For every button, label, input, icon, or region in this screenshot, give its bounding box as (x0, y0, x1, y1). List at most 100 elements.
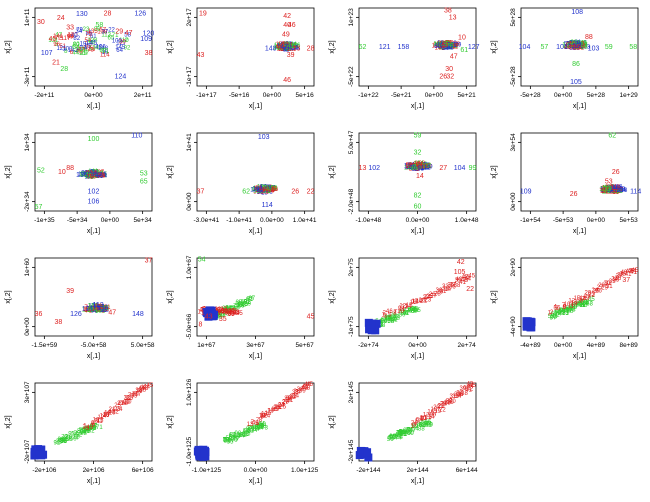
scatter-point: 113 (601, 188, 611, 194)
scatter-point: 148 (610, 185, 621, 191)
scatter-point: 26 (595, 288, 602, 294)
scatter-point: 32 (281, 47, 288, 53)
scatter-point: 47 (601, 189, 608, 195)
y-tick-label: 1e+23 (348, 8, 355, 27)
point-label: 8 (199, 321, 203, 328)
scatter-point: 13 (261, 412, 268, 418)
scatter-point: 64 (116, 48, 123, 54)
scatter-point: 128 (617, 188, 628, 194)
scatter-point: 93 (68, 431, 75, 437)
scatter-point: 5 (91, 170, 95, 176)
scatter-point: 129 (451, 43, 462, 49)
scatter-point: 32 (452, 394, 459, 400)
scatter-point: 63 (85, 426, 92, 432)
y-axis-label: x[,2] (167, 290, 174, 303)
scatter-point: 135 (88, 29, 99, 35)
scatter-point: 109 (267, 186, 278, 192)
scatter-point: 79 (600, 188, 607, 194)
scatter-point: 74 (251, 428, 258, 434)
scatter-point: 95 (101, 308, 108, 314)
scatter-point: 60 (420, 423, 427, 429)
point-label: 14 (416, 173, 424, 180)
scatter-point: 132 (446, 43, 457, 49)
scatter-point: 63 (419, 423, 426, 429)
scatter-point: 121 (575, 43, 586, 49)
scatter-point: 9 (611, 185, 615, 191)
scatter-point: 6 (415, 163, 419, 169)
scatter-point: 131 (577, 41, 588, 47)
scatter-point: 2 (383, 311, 387, 317)
scatter-point: 53 (390, 434, 397, 440)
scatter-point: 15 (103, 413, 110, 419)
scatter-point: 132 (574, 46, 585, 52)
scatter-point: 143 (439, 44, 450, 50)
scatter-point: 63 (242, 302, 249, 308)
scatter-point: 44 (630, 269, 637, 275)
scatter-point: 130 (90, 306, 101, 312)
scatter-point: 137 (83, 307, 94, 313)
scatter-point: 107 (562, 42, 573, 48)
scatter-point: 23 (95, 172, 102, 178)
scatter-point: 62 (579, 303, 586, 309)
scatter-point: 137 (276, 44, 287, 50)
point-label: 62 (359, 44, 367, 51)
scatter-point: 43 (142, 386, 149, 392)
scatter-point: 83 (406, 429, 413, 435)
point-label: 59 (414, 132, 422, 139)
scatter-point: 39 (299, 388, 306, 394)
scatter-point: 81 (240, 432, 247, 438)
scatter-point: 81 (560, 308, 567, 314)
x-tick-label: 0.0e+00 (406, 217, 430, 224)
scatter-point: 53 (393, 316, 400, 322)
point-label: 88 (585, 34, 593, 41)
scatter-point: 39 (228, 311, 235, 317)
point-label: 48 (460, 277, 468, 284)
point-label: 10 (458, 35, 466, 42)
scatter-point: 14 (571, 301, 578, 307)
scatter-point: 9 (76, 46, 80, 52)
scatter-point: 83 (415, 163, 422, 169)
scatter-point: 141 (284, 44, 295, 50)
scatter-point: 5 (55, 42, 59, 48)
scatter-point: 36 (449, 285, 456, 291)
scatter-point: 63 (229, 435, 236, 441)
scatter-panel: -5e+28 0e+00 5e+28 1e+29 -5e+28 5e+28 x[,1] x[,… (486, 0, 648, 125)
scatter-point: 84 (416, 162, 423, 168)
x-tick-label: -5e+16 (229, 92, 250, 99)
scatter-point: 90 (413, 162, 420, 168)
scatter-point: 44 (464, 277, 471, 283)
scatter-point: 118 (419, 166, 429, 172)
scatter-point: 29 (123, 400, 130, 406)
scatter-point: 119 (436, 42, 446, 48)
scatter-point: 140 (283, 43, 294, 49)
scatter-point: 130 (257, 185, 268, 191)
scatter-point: 145 (115, 45, 126, 51)
scatter-point: 132 (422, 164, 433, 170)
scatter-point: 24 (442, 46, 449, 52)
scatter-point: 55 (397, 431, 404, 437)
scatter-point: 15 (429, 412, 436, 418)
scatter-point: 103 (100, 306, 111, 312)
scatter-point: 35 (292, 390, 299, 396)
scatter-point: 73 (61, 435, 68, 441)
scatter-point: 37 (616, 274, 623, 280)
scatter-point: 5 (555, 306, 559, 312)
scatter-point: 7 (91, 424, 95, 430)
scatter-point: 66 (65, 437, 72, 443)
x-tick-label: -1e+22 (358, 92, 379, 99)
scatter-point: 9 (574, 45, 578, 51)
scatter-point: 35 (613, 278, 620, 284)
scatter-point: 92 (76, 432, 83, 438)
scatter-svg: -4e+89 0e+00 4e+89 8e+89 -4e+90 2e+90 x[,1] x[,… (491, 257, 639, 360)
y-tick-label: -1e+75 (348, 316, 355, 337)
x-tick-label: -2e+74 (358, 342, 379, 349)
scatter-point: 46 (257, 187, 264, 193)
scatter-point: 123 (261, 187, 272, 193)
scatter-point: 30 (125, 400, 132, 406)
scatter-point: 15 (256, 188, 263, 194)
scatter-point: 24 (440, 402, 447, 408)
scatter-point: 149 (418, 165, 429, 171)
scatter-point: 110 (119, 38, 129, 44)
scatter-point: 16 (577, 44, 584, 50)
